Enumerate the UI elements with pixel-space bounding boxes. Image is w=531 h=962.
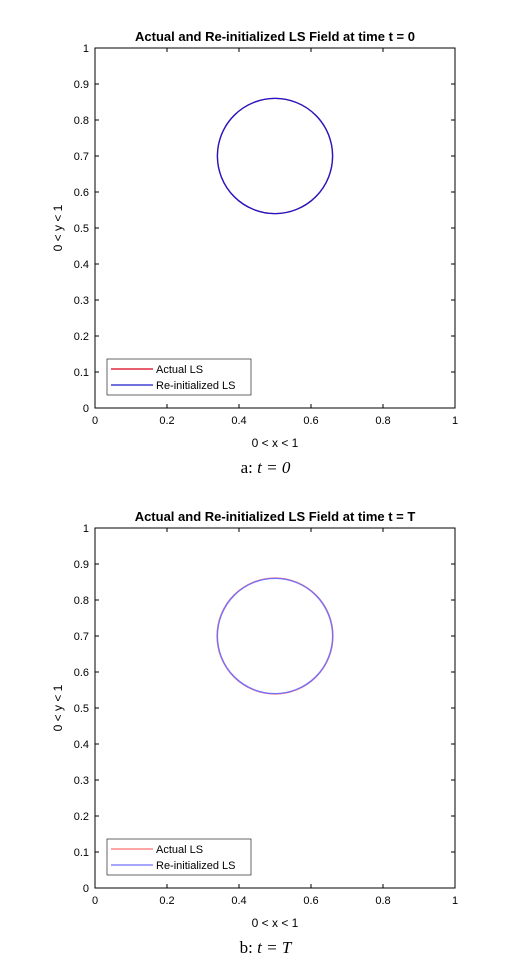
x-tick-label: 0.2	[159, 415, 174, 427]
legend-label-reinit: Re-initialized LS	[156, 380, 235, 392]
x-tick-label: 1	[452, 895, 458, 907]
legend-label-actual: Actual LS	[156, 364, 203, 376]
caption-prefix: b:	[239, 938, 253, 957]
legend-box	[106, 838, 252, 876]
x-axis-label: 0 < x < 1	[252, 916, 299, 930]
y-tick-label: 0.7	[74, 631, 89, 643]
x-tick-label: 0.2	[159, 895, 174, 907]
caption-prefix: a:	[240, 458, 253, 477]
x-tick-label: 0.4	[231, 895, 246, 907]
y-tick-label: 0.4	[74, 259, 89, 271]
series-reinitialized-ls-curve	[216, 577, 334, 695]
chart-a: Actual and Re-initialized LS Field at ti…	[51, 29, 458, 450]
y-tick-label: 0.8	[74, 115, 89, 127]
y-tick-label: 1	[83, 43, 89, 55]
legend: Actual LS Re-initialized LS	[106, 358, 252, 396]
y-tick-label: 0.8	[74, 595, 89, 607]
tick-group: 0 0.2 0.4 0.6 0.8 1 0 0.1 0.2 0.3 0.4 0.5 0.6 0.7 0.8 0…	[74, 43, 458, 427]
y-tick-label: 0.9	[74, 79, 89, 91]
plot-area	[94, 527, 456, 889]
legend-label-reinit: Re-initialized LS	[156, 860, 235, 872]
plot-area	[94, 47, 456, 409]
y-tick-label: 0.2	[74, 811, 89, 823]
curve-group	[216, 577, 334, 695]
x-tick-label: 0	[92, 895, 98, 907]
caption-a: a: t = 0	[0, 458, 531, 478]
y-tick-label: 0.4	[74, 739, 89, 751]
chart-b: Actual and Re-initialized LS Field at ti…	[51, 509, 458, 930]
y-tick-label: 0.3	[74, 295, 89, 307]
y-tick-label: 0.3	[74, 775, 89, 787]
x-tick-label: 0.4	[231, 415, 246, 427]
legend-box	[106, 358, 252, 396]
y-axis-label: 0 < y < 1	[51, 684, 65, 731]
legend: Actual LS Re-initialized LS	[106, 838, 252, 876]
x-tick-label: 0.6	[303, 895, 318, 907]
y-tick-label: 0.6	[74, 187, 89, 199]
y-tick-label: 0	[83, 403, 89, 415]
caption-math: t = 0	[257, 458, 291, 477]
y-tick-label: 0.9	[74, 559, 89, 571]
y-tick-label: 0.2	[74, 331, 89, 343]
curve-group	[216, 97, 334, 215]
x-tick-label: 0.8	[375, 415, 390, 427]
y-tick-label: 0.5	[74, 223, 89, 235]
chart-title: Actual and Re-initialized LS Field at ti…	[135, 29, 415, 44]
tick-group: 0 0.2 0.4 0.6 0.8 1 0 0.1 0.2 0.3 0.4 0.5 0.6 0.7 0.8 0…	[74, 523, 458, 907]
y-tick-label: 0.7	[74, 151, 89, 163]
legend-label-actual: Actual LS	[156, 844, 203, 856]
caption-math: t = T	[257, 938, 292, 957]
series-reinitialized-ls-curve	[216, 97, 334, 215]
x-axis-label: 0 < x < 1	[252, 436, 299, 450]
y-tick-label: 0.1	[74, 847, 89, 859]
y-tick-label: 0.1	[74, 367, 89, 379]
y-tick-label: 0.6	[74, 667, 89, 679]
x-tick-label: 0	[92, 415, 98, 427]
caption-b: b: t = T	[0, 938, 531, 958]
y-tick-label: 1	[83, 523, 89, 535]
x-tick-label: 0.6	[303, 415, 318, 427]
x-tick-label: 0.8	[375, 895, 390, 907]
chart-title: Actual and Re-initialized LS Field at ti…	[135, 509, 416, 524]
y-tick-label: 0	[83, 883, 89, 895]
x-tick-label: 1	[452, 415, 458, 427]
y-axis-label: 0 < y < 1	[51, 204, 65, 251]
y-tick-label: 0.5	[74, 703, 89, 715]
